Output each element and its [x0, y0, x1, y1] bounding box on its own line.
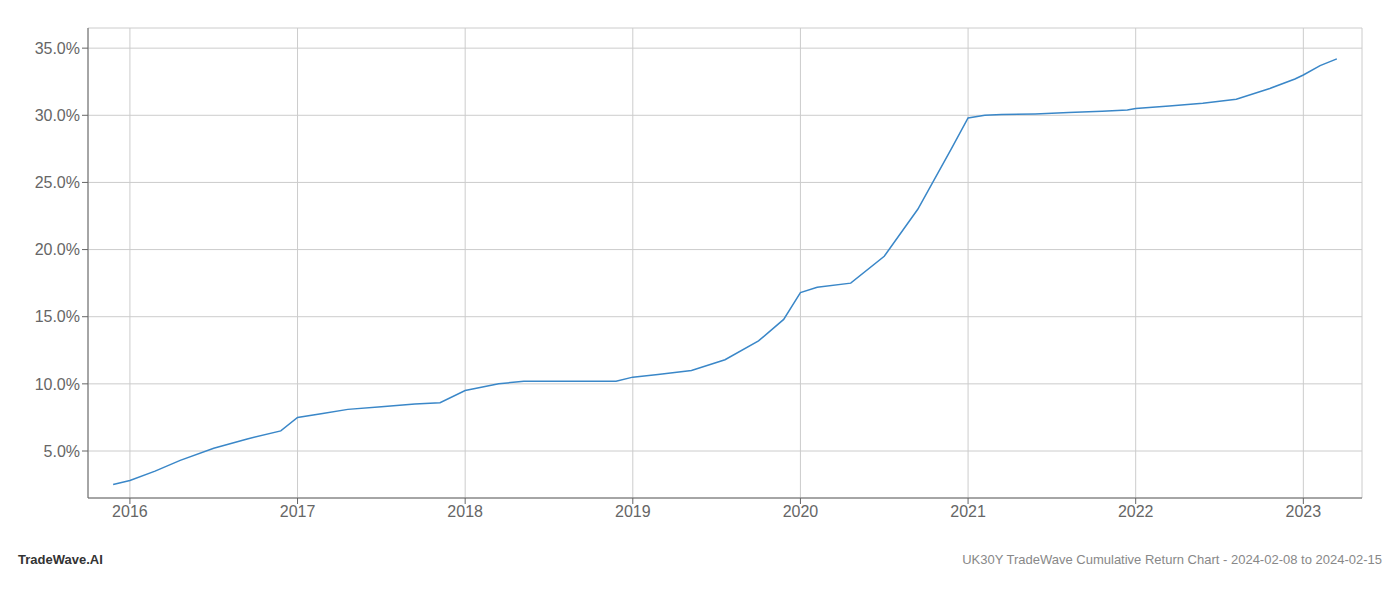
svg-text:10.0%: 10.0% — [35, 376, 80, 393]
svg-text:2021: 2021 — [950, 503, 986, 520]
svg-text:20.0%: 20.0% — [35, 241, 80, 258]
svg-text:15.0%: 15.0% — [35, 308, 80, 325]
html-text:TradeWave.AI: TradeWave.AI — [18, 552, 103, 567]
svg-text:5.0%: 5.0% — [44, 443, 80, 460]
html-text:UK30Y TradeWave Cumulative Ret: UK30Y TradeWave Cumulative Return Chart … — [962, 552, 1382, 567]
svg-text:2018: 2018 — [447, 503, 483, 520]
svg-text:2022: 2022 — [1118, 503, 1154, 520]
svg-text:2019: 2019 — [615, 503, 651, 520]
svg-text:25.0%: 25.0% — [35, 174, 80, 191]
svg-text:35.0%: 35.0% — [35, 40, 80, 57]
svg-text:2017: 2017 — [280, 503, 316, 520]
svg-text:30.0%: 30.0% — [35, 107, 80, 124]
svg-text:2020: 2020 — [783, 503, 819, 520]
svg-text:2023: 2023 — [1286, 503, 1322, 520]
svg-text:2016: 2016 — [112, 503, 148, 520]
